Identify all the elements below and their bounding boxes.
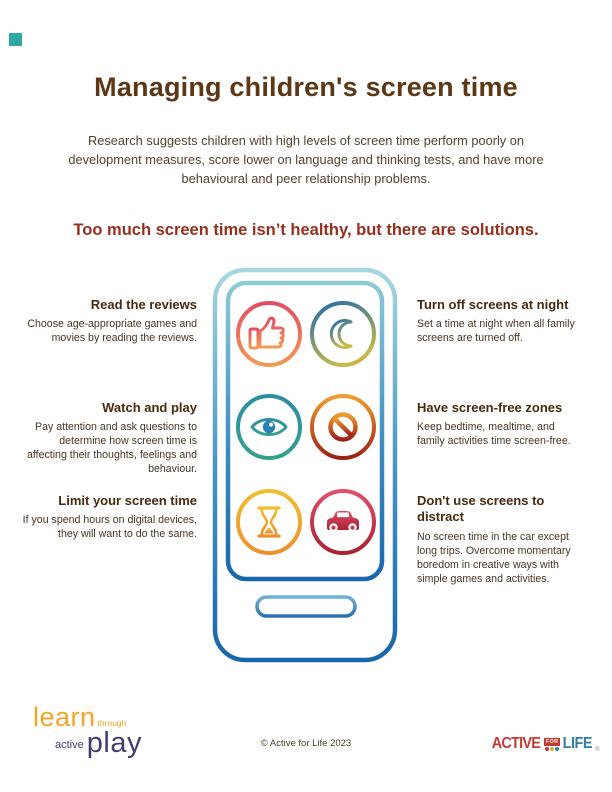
tip-heading: Turn off screens at night [417, 297, 569, 312]
copyright-text: © Active for Life 2023 [260, 738, 352, 749]
intro-paragraph: Research suggests children with high lev… [68, 133, 544, 187]
registered-trademark-symbol: ® [595, 747, 600, 753]
tip-body: Pay attention and ask questions to deter… [26, 421, 197, 476]
tip-turn-off-screens-at-night: Turn off screens at night Set a time at … [417, 297, 585, 345]
learn-through-active-play-logo: learn through active play [33, 704, 153, 758]
logo-word-through: through [97, 718, 127, 728]
page-title: Managing children's screen time [94, 72, 518, 102]
tip-watch-and-play: Watch and play Pay attention and ask que… [22, 400, 197, 477]
phone-illustration [200, 260, 410, 672]
moon-icon [310, 301, 376, 367]
logo-word-play: play [86, 727, 142, 759]
tip-dont-use-screens-to-distract: Don't use screens to distract No screen … [417, 493, 585, 586]
phone-screen-outline [225, 280, 385, 582]
logo-word-learn: learn [33, 702, 96, 732]
car-icon [310, 489, 376, 555]
corner-accent-square [9, 33, 22, 46]
phone-home-button [255, 595, 357, 618]
active-for-life-logo: ACTIVE FOR LIFE ® [489, 735, 600, 753]
tip-heading: Limit your screen time [58, 493, 197, 508]
afl-word-life: LIFE [563, 735, 593, 752]
afl-color-dots-icon [545, 746, 560, 751]
subtitle-heading: Too much screen time isn’t healthy, but … [73, 221, 539, 239]
tip-body: Choose age-appropriate games and movies … [27, 318, 197, 345]
prohibition-icon [310, 394, 376, 460]
phone-body-outline [212, 267, 398, 663]
tip-limit-screen-time: Limit your screen time If you spend hour… [22, 493, 197, 541]
hourglass-icon [236, 489, 302, 555]
tip-body: No screen time in the car except long tr… [417, 530, 571, 585]
tip-body: If you spend hours on digital devices, t… [22, 514, 197, 541]
afl-for-and-dots: FOR [543, 737, 561, 751]
logo-word-active: active [55, 739, 84, 751]
tip-heading: Have screen-free zones [417, 400, 563, 415]
tip-body: Keep bedtime, mealtime, and family activ… [417, 421, 571, 448]
tip-screen-free-zones: Have screen-free zones Keep bedtime, mea… [417, 400, 585, 448]
tip-body: Set a time at night when all family scre… [417, 318, 575, 345]
tip-heading: Don't use screens to distract [417, 493, 545, 525]
tip-heading: Read the reviews [90, 297, 197, 312]
tip-read-the-reviews: Read the reviews Choose age-appropriate … [22, 297, 197, 345]
afl-word-active: ACTIVE [491, 735, 541, 752]
afl-word-for: FOR [543, 737, 561, 746]
phone-svg [212, 267, 398, 663]
tip-heading: Watch and play [102, 400, 197, 415]
thumbs-up-icon [236, 301, 302, 367]
eye-icon [236, 394, 302, 460]
